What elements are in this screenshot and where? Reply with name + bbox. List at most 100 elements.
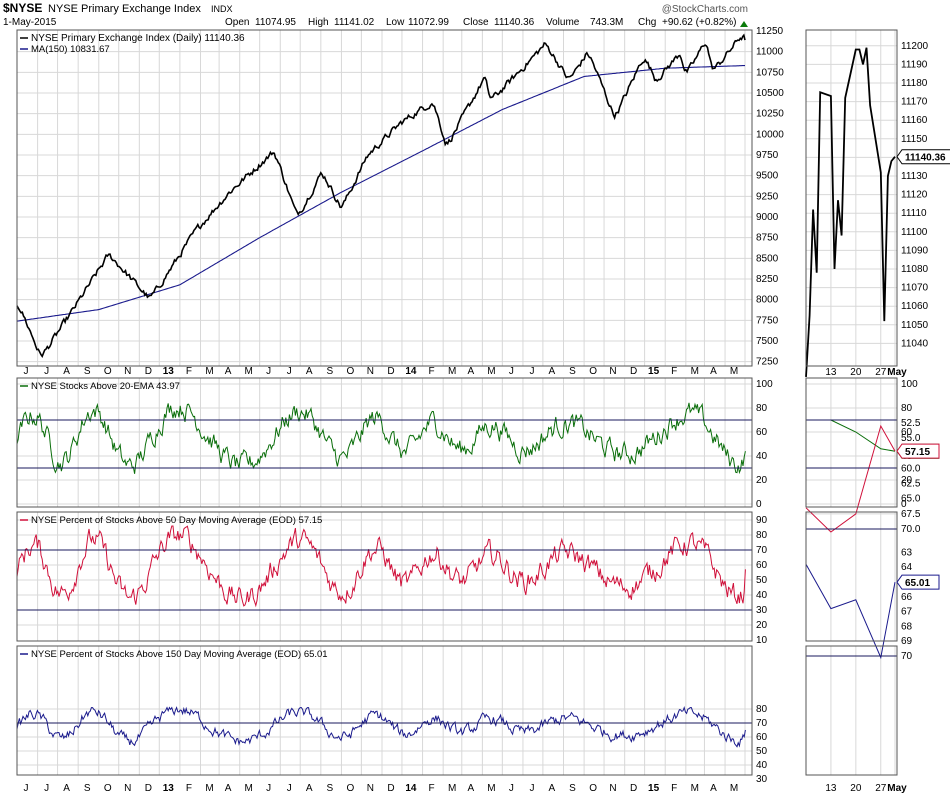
x-axis-label: J bbox=[529, 366, 534, 377]
legend-ema20: NYSE Stocks Above 20-EMA 43.97 bbox=[31, 381, 180, 392]
x-axis-label: N bbox=[124, 366, 131, 377]
y-tick-label: 11080 bbox=[901, 264, 929, 275]
y-tick-label: 8500 bbox=[756, 253, 779, 264]
x-axis-label: 15 bbox=[648, 366, 660, 377]
high-value: 11141.02 bbox=[334, 17, 375, 28]
x-axis-label: D bbox=[145, 366, 152, 377]
date: 1-May-2015 bbox=[3, 17, 57, 28]
x-axis-label: J bbox=[509, 366, 514, 377]
x-axis-label: S bbox=[569, 366, 576, 377]
y-tick-label: 60 bbox=[901, 427, 913, 438]
y-tick-label: 60 bbox=[756, 732, 768, 743]
panel-frame bbox=[805, 377, 898, 508]
y-tick-label: 70 bbox=[756, 545, 768, 556]
x-axis-label: D bbox=[145, 783, 152, 794]
zoom-pct150-line bbox=[805, 563, 896, 660]
x-axis-label: N bbox=[367, 783, 374, 794]
volume-label: Volume bbox=[546, 17, 580, 28]
x-axis-label: A bbox=[225, 366, 232, 377]
low-label: Low bbox=[386, 17, 405, 28]
x-axis-label: A bbox=[710, 783, 717, 794]
x-axis-label: 13 bbox=[163, 366, 175, 377]
x-axis-label: O bbox=[589, 366, 597, 377]
y-tick-label: 8250 bbox=[756, 274, 779, 285]
x-axis-label: A bbox=[549, 366, 556, 377]
y-tick-label: 11050 bbox=[901, 320, 929, 331]
x-axis-label: J bbox=[24, 366, 29, 377]
x-axis-label: M bbox=[487, 366, 495, 377]
zoom-x-label: 27 bbox=[875, 367, 887, 378]
zoom-x-label: 27 bbox=[875, 783, 887, 794]
x-axis-label: A bbox=[63, 366, 70, 377]
y-tick-label: 10000 bbox=[756, 129, 784, 140]
x-axis-label: A bbox=[710, 366, 717, 377]
zoom-x-label: 13 bbox=[825, 783, 837, 794]
y-tick-label: 11200 bbox=[901, 41, 929, 52]
x-axis-label: D bbox=[387, 366, 394, 377]
zoom-x-label: 20 bbox=[850, 783, 862, 794]
y-tick-label: 50 bbox=[756, 575, 768, 586]
zoom-x-label: May bbox=[887, 367, 907, 378]
y-tick-label: 11180 bbox=[901, 78, 928, 89]
y-tick-label: 11090 bbox=[901, 245, 929, 256]
ema20-line bbox=[16, 402, 746, 475]
last-value-text: 11140.36 bbox=[905, 153, 946, 164]
pct50-line bbox=[16, 525, 746, 608]
y-tick-label: 62.5 bbox=[901, 479, 921, 490]
x-axis-label: 14 bbox=[405, 366, 417, 377]
legend-pct150: NYSE Percent of Stocks Above 150 Day Mov… bbox=[31, 649, 328, 660]
y-tick-label: 70 bbox=[901, 651, 913, 662]
y-tick-label: 67 bbox=[901, 607, 913, 618]
x-axis-label: M bbox=[691, 783, 699, 794]
y-tick-label: 11040 bbox=[901, 338, 929, 349]
x-axis-label: J bbox=[266, 783, 271, 794]
y-tick-label: 11120 bbox=[901, 190, 928, 201]
y-tick-label: 80 bbox=[901, 403, 913, 414]
x-axis-label: J bbox=[44, 366, 49, 377]
y-tick-label: 9000 bbox=[756, 212, 779, 223]
last-value-text: 57.15 bbox=[905, 447, 930, 458]
last-value-tag bbox=[896, 149, 950, 165]
panel-frame bbox=[805, 29, 898, 367]
y-tick-label: 63 bbox=[901, 547, 913, 558]
panel-frame bbox=[16, 29, 753, 367]
x-axis-label: N bbox=[609, 783, 616, 794]
y-tick-label: 0 bbox=[901, 499, 907, 510]
panel-frame bbox=[805, 645, 898, 776]
open-value: 11074.95 bbox=[255, 17, 296, 28]
x-axis-label: J bbox=[509, 783, 514, 794]
y-tick-label: 90 bbox=[756, 515, 768, 526]
x-axis-label: S bbox=[326, 366, 333, 377]
y-tick-label: 100 bbox=[901, 379, 918, 390]
y-tick-label: 7500 bbox=[756, 336, 779, 347]
y-tick-label: 50 bbox=[756, 746, 768, 757]
y-tick-label: 10500 bbox=[756, 88, 784, 99]
zoom-pct50-line bbox=[805, 424, 896, 533]
frames-layer bbox=[16, 29, 898, 776]
x-axis-label: S bbox=[84, 783, 91, 794]
y-tick-label: 30 bbox=[756, 605, 768, 616]
y-tick-label: 80 bbox=[756, 403, 768, 414]
zoom-x-label: 13 bbox=[825, 367, 837, 378]
x-axis-label: A bbox=[63, 783, 70, 794]
zoom-price-line bbox=[805, 47, 896, 377]
chg-value: +90.62 (+0.82%) bbox=[662, 17, 737, 28]
y-tick-label: 9750 bbox=[756, 150, 779, 161]
panel-frame bbox=[16, 511, 753, 642]
x-axis-label: 15 bbox=[648, 783, 660, 794]
y-tick-label: 8750 bbox=[756, 233, 779, 244]
y-tick-label: 11100 bbox=[901, 227, 928, 238]
y-tick-label: 9500 bbox=[756, 171, 779, 182]
panel-frame bbox=[16, 645, 753, 776]
zoom-x-label: 20 bbox=[850, 367, 862, 378]
pct150-line bbox=[16, 705, 746, 748]
x-axis-label: N bbox=[609, 366, 616, 377]
y-tick-label: 7750 bbox=[756, 315, 779, 326]
x-axis-label: 14 bbox=[405, 783, 417, 794]
y-tick-label: 11070 bbox=[901, 283, 929, 294]
x-axis-label: N bbox=[367, 366, 374, 377]
legend-pct50: NYSE Percent of Stocks Above 50 Day Movi… bbox=[31, 515, 322, 526]
high-label: High bbox=[308, 17, 329, 28]
zoom-ema20-line bbox=[806, 419, 896, 452]
x-axis-label: D bbox=[630, 366, 637, 377]
